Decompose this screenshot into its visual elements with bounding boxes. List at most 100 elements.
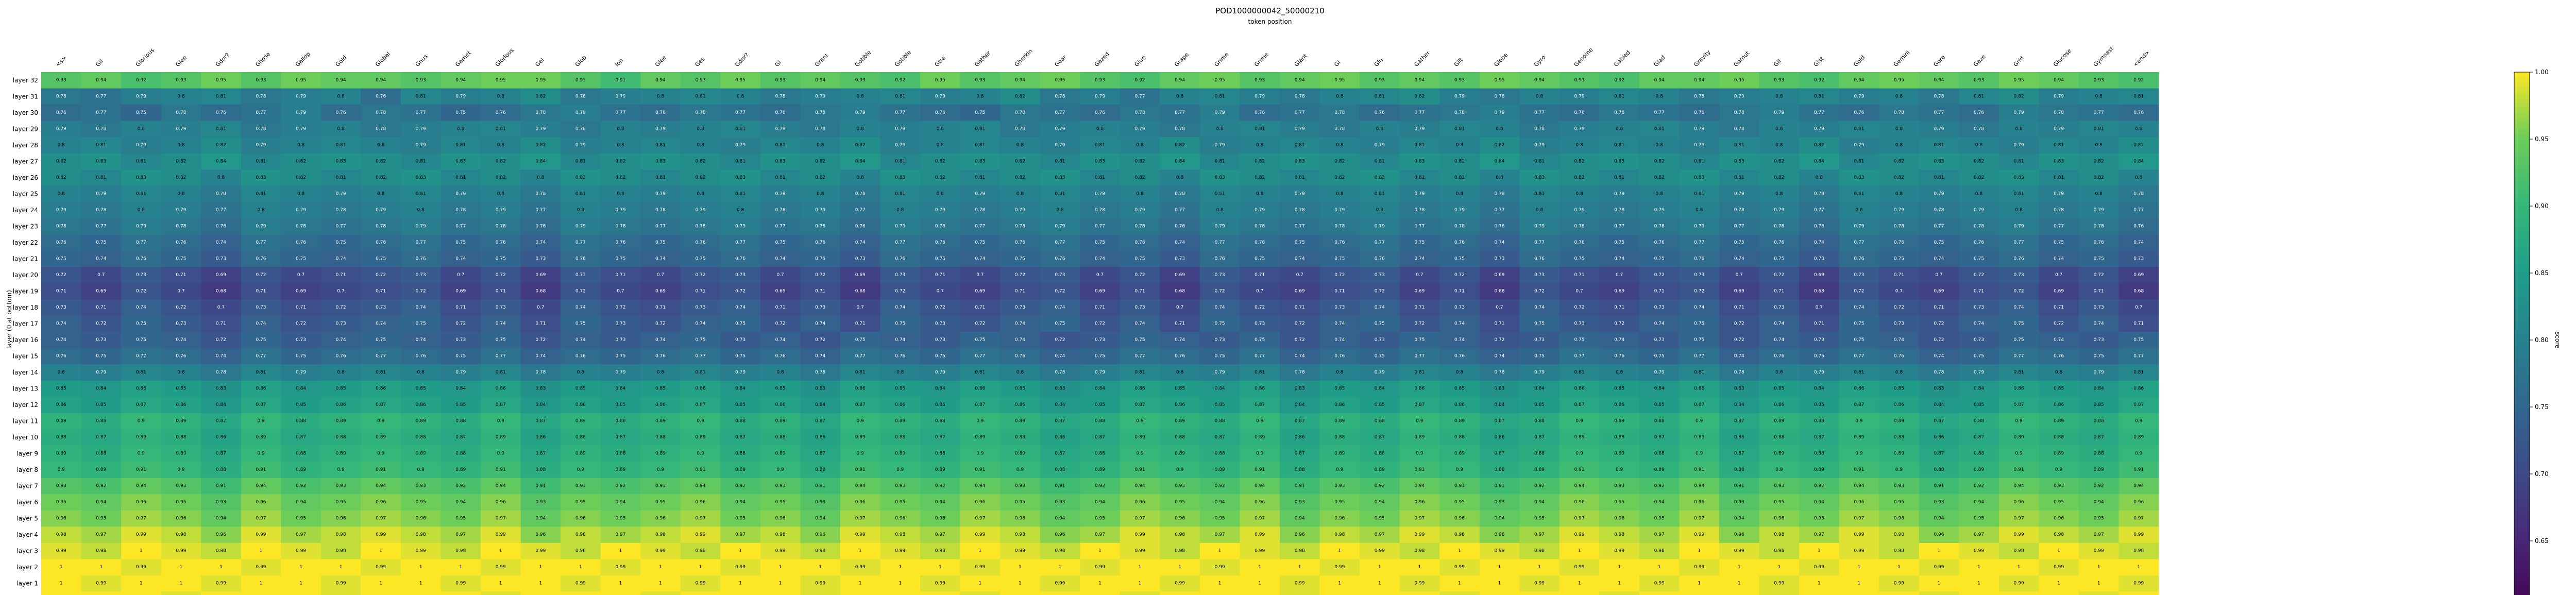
heatmap-cell bbox=[1879, 202, 1920, 219]
heatmap-cell bbox=[920, 510, 961, 527]
cell-value-label: 0.99 bbox=[1095, 565, 1105, 570]
cell-value-label: 0.78 bbox=[336, 208, 346, 213]
heatmap-cell bbox=[1479, 88, 1520, 105]
cell-value-label: 0.95 bbox=[735, 516, 745, 521]
cell-value-label: 0.95 bbox=[775, 500, 786, 505]
cell-value-label: 0.8 bbox=[1256, 143, 1264, 148]
cell-value-label: 0.73 bbox=[1654, 305, 1665, 310]
cell-value-label: 0.98 bbox=[696, 549, 706, 554]
heatmap-cell bbox=[1199, 88, 1240, 105]
heatmap-cell bbox=[281, 494, 321, 511]
cell-value-label: 0.96 bbox=[1694, 500, 1704, 505]
x-tick-label: Gallop bbox=[294, 50, 312, 68]
cell-value-label: 0.81 bbox=[2014, 370, 2024, 375]
cell-value-label: 0.94 bbox=[496, 484, 506, 489]
cell-value-label: 0.97 bbox=[1574, 516, 1585, 521]
cell-value-label: 0.79 bbox=[296, 126, 306, 131]
heatmap-cell bbox=[1519, 478, 1560, 495]
heatmap-cell bbox=[400, 218, 441, 235]
cell-value-label: 0.81 bbox=[1934, 175, 1944, 180]
cell-value-label: 0.72 bbox=[455, 321, 466, 326]
heatmap-cell bbox=[600, 315, 641, 332]
heatmap-cell bbox=[520, 315, 561, 332]
cell-value-label: 0.98 bbox=[1894, 532, 1904, 537]
cell-value-label: 0.81 bbox=[1534, 191, 1545, 196]
cell-value-label: 0.86 bbox=[336, 402, 346, 407]
heatmap-cell bbox=[680, 591, 721, 595]
cell-value-label: 0.8 bbox=[817, 191, 824, 196]
heatmap-cell bbox=[400, 185, 441, 202]
heatmap-cell bbox=[1879, 591, 1920, 595]
cell-value-label: 0.76 bbox=[2133, 110, 2144, 115]
heatmap-cell bbox=[640, 462, 681, 479]
heatmap-cell bbox=[760, 185, 801, 202]
cell-value-label: 0.99 bbox=[1255, 532, 1265, 537]
cell-value-label: 0.77 bbox=[1255, 354, 1265, 359]
cell-value-label: 0.89 bbox=[1375, 467, 1385, 472]
heatmap-cell bbox=[1998, 121, 2039, 138]
heatmap-cell bbox=[440, 462, 481, 479]
heatmap-cell bbox=[1799, 429, 1840, 446]
cell-value-label: 0.84 bbox=[1734, 402, 1744, 407]
heatmap-cell bbox=[920, 121, 961, 138]
cell-value-label: 0.85 bbox=[775, 386, 786, 392]
cell-value-label: 0.91 bbox=[256, 467, 266, 472]
heatmap-cell bbox=[2078, 185, 2119, 202]
heatmap-cell bbox=[1120, 526, 1160, 543]
cell-value-label: 0.85 bbox=[1614, 386, 1624, 392]
cell-value-label: 0.82 bbox=[1574, 175, 1585, 180]
cell-value-label: 0.79 bbox=[136, 94, 146, 99]
cell-value-label: 0.91 bbox=[1734, 484, 1744, 489]
heatmap-cell bbox=[2078, 202, 2119, 219]
heatmap-cell bbox=[481, 494, 521, 511]
cell-value-label: 0.71 bbox=[1974, 288, 1984, 294]
heatmap-cell bbox=[440, 169, 481, 186]
cell-value-label: 0.75 bbox=[296, 354, 306, 359]
cell-value-label: 0.93 bbox=[1894, 484, 1904, 489]
heatmap-cell bbox=[1639, 397, 1680, 414]
heatmap-cell bbox=[1959, 169, 1999, 186]
heatmap-cell bbox=[1639, 202, 1680, 219]
cell-value-label: 0.77 bbox=[2014, 354, 2024, 359]
cell-value-label: 0.8 bbox=[2095, 143, 2103, 148]
cell-value-label: 0.88 bbox=[416, 435, 426, 440]
cell-value-label: 0.73 bbox=[735, 273, 745, 278]
cell-value-label: 0.93 bbox=[1614, 484, 1624, 489]
heatmap-cell bbox=[1639, 542, 1680, 559]
heatmap-cell bbox=[2078, 218, 2119, 235]
cell-value-label: 0.94 bbox=[2014, 484, 2024, 489]
heatmap-cell bbox=[1639, 137, 1680, 154]
heatmap-cell bbox=[720, 88, 761, 105]
heatmap-cell bbox=[1599, 137, 1640, 154]
x-tick-label: Gold bbox=[1852, 54, 1866, 68]
cell-value-label: 0.87 bbox=[2133, 402, 2144, 407]
cell-value-label: 0.75 bbox=[455, 110, 466, 115]
heatmap-cell bbox=[1799, 218, 1840, 235]
cell-value-label: 0.89 bbox=[895, 419, 905, 424]
cell-value-label: 0.83 bbox=[775, 159, 786, 164]
cell-value-label: 0.79 bbox=[256, 143, 266, 148]
heatmap-cell bbox=[1879, 169, 1920, 186]
cell-value-label: 0.79 bbox=[256, 224, 266, 229]
cell-value-label: 0.85 bbox=[895, 386, 905, 392]
heatmap-cell bbox=[1799, 542, 1840, 559]
cell-value-label: 0.99 bbox=[1694, 565, 1704, 570]
cell-value-label: 0.81 bbox=[1614, 143, 1624, 148]
heatmap-cell bbox=[201, 88, 242, 105]
cell-value-label: 0.84 bbox=[1814, 386, 1824, 392]
cell-value-label: 0.9 bbox=[337, 467, 345, 472]
heatmap-cell bbox=[1279, 591, 1320, 595]
cell-value-label: 0.85 bbox=[2094, 402, 2104, 407]
heatmap-cell bbox=[600, 397, 641, 414]
heatmap-cell bbox=[361, 202, 401, 219]
cell-value-label: 0.79 bbox=[775, 126, 786, 131]
cell-value-label: 0.9 bbox=[1176, 467, 1184, 472]
cell-value-label: 0.72 bbox=[1055, 288, 1065, 294]
cell-value-label: 0.8 bbox=[1256, 191, 1264, 196]
heatmap-cell bbox=[561, 218, 601, 235]
heatmap-cell bbox=[400, 445, 441, 462]
heatmap-cell bbox=[920, 542, 961, 559]
heatmap-cell bbox=[1279, 185, 1320, 202]
heatmap-cell bbox=[440, 348, 481, 365]
cell-value-label: 0.94 bbox=[455, 78, 466, 83]
